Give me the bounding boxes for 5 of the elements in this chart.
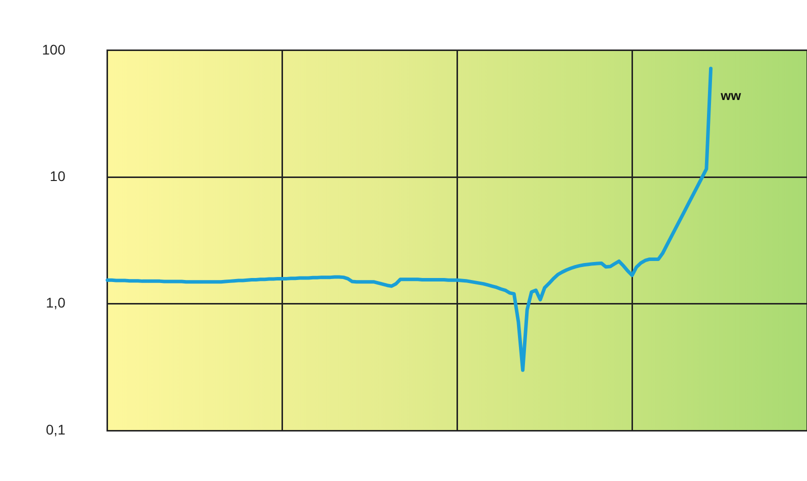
y-tick-label: 10 [50,168,66,184]
annotation: ww [720,88,742,104]
y-tick-label: 100 [42,41,66,58]
y-tick-label: 1,0 [46,294,66,311]
y-tick-label: 0,1 [46,421,66,438]
